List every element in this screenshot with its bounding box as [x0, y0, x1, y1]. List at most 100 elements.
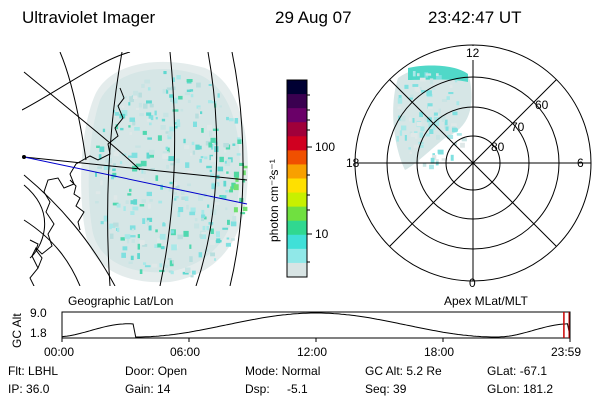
info-ip: IP: 36.0	[8, 382, 50, 396]
colorbar-cell	[287, 262, 307, 278]
image-pixel	[189, 211, 196, 216]
colorbar-cell	[287, 220, 307, 236]
image-pixel	[409, 151, 412, 155]
altitude-plot-frame	[61, 311, 571, 339]
image-pixel	[100, 221, 104, 225]
image-pixel	[210, 143, 214, 150]
image-pixel	[147, 137, 152, 140]
image-pixel	[176, 119, 180, 123]
image-pixel	[399, 130, 403, 136]
image-pixel	[100, 180, 103, 186]
image-pixel	[155, 229, 158, 233]
image-pixel	[174, 125, 178, 129]
image-pixel	[226, 237, 230, 240]
image-pixel	[217, 93, 220, 98]
image-pixel	[217, 166, 224, 172]
app-title: Ultraviolet Imager	[22, 8, 156, 27]
image-pixel	[168, 131, 173, 137]
image-pixel	[186, 89, 192, 92]
image-pixel	[165, 146, 169, 150]
image-pixel	[201, 232, 207, 235]
image-pixel	[165, 131, 171, 134]
image-pixel	[171, 244, 177, 251]
image-pixel	[169, 94, 174, 98]
image-pixel	[137, 234, 140, 239]
image-pixel	[176, 75, 181, 80]
image-pixel	[208, 142, 212, 148]
image-pixel	[129, 96, 134, 103]
image-pixel	[176, 122, 181, 127]
image-pixel	[209, 169, 212, 173]
image-pixel	[147, 87, 151, 91]
image-pixel	[98, 154, 102, 160]
image-pixel	[428, 122, 432, 128]
image-pixel	[96, 145, 100, 148]
image-pixel	[163, 71, 167, 75]
image-pixel	[166, 89, 169, 94]
image-pixel	[178, 95, 183, 100]
info-gc-alt: GC Alt: 5.2 Re	[365, 364, 442, 378]
image-pixel	[232, 215, 237, 222]
image-pixel	[185, 267, 191, 273]
image-pixel	[205, 140, 211, 146]
image-pixel	[461, 138, 467, 142]
image-pixel	[425, 73, 432, 76]
image-pixel	[140, 178, 144, 182]
image-pixel	[194, 218, 198, 222]
image-pixel	[224, 162, 231, 167]
image-pixel	[445, 126, 449, 131]
image-pixel	[132, 206, 139, 211]
image-pixel	[397, 97, 403, 104]
image-pixel	[99, 146, 105, 152]
image-pixel	[184, 145, 190, 150]
image-pixel	[190, 153, 193, 156]
image-pixel	[117, 227, 120, 233]
image-pixel	[433, 116, 440, 123]
auroral-image	[81, 61, 248, 283]
image-pixel	[452, 111, 458, 116]
image-pixel	[131, 152, 138, 158]
image-pixel	[396, 135, 399, 142]
image-pixel	[237, 139, 242, 144]
mlat-label-70: 70	[511, 120, 525, 134]
colorbar-unit-label: photon cm⁻²s⁻¹	[267, 159, 281, 242]
image-pixel	[441, 158, 448, 161]
image-pixel	[409, 117, 412, 122]
image-pixel	[134, 127, 140, 131]
image-pixel	[209, 130, 213, 137]
image-pixel	[148, 115, 154, 121]
polar-panel-label: Apex MLat/MLT	[444, 294, 528, 308]
image-pixel	[168, 156, 175, 161]
altitude-xtick-4: 23:59	[551, 345, 582, 359]
image-pixel	[435, 114, 439, 119]
image-pixel	[166, 87, 173, 91]
image-pixel	[432, 87, 436, 90]
image-pixel	[112, 172, 117, 178]
image-pixel	[113, 195, 118, 200]
image-pixel	[126, 238, 130, 244]
info-mode: Mode: Normal	[245, 364, 321, 378]
image-pixel	[170, 270, 174, 275]
image-pixel	[225, 242, 231, 247]
image-pixel	[430, 157, 435, 164]
image-pixel	[175, 185, 180, 189]
image-pixel	[130, 200, 136, 205]
image-pixel	[128, 102, 131, 106]
image-pixel	[242, 206, 248, 212]
image-pixel	[190, 275, 194, 278]
image-pixel	[163, 264, 169, 268]
image-pixel	[210, 156, 215, 162]
image-pixel	[210, 239, 216, 245]
colorbar-label-10: 10	[315, 227, 329, 241]
image-pixel	[142, 244, 148, 247]
image-pixel	[97, 166, 102, 169]
info-gain: Gain: 14	[125, 382, 171, 396]
image-pixel	[453, 142, 457, 146]
image-pixel	[239, 197, 244, 203]
image-pixel	[139, 240, 145, 246]
image-pixel	[127, 193, 132, 196]
image-pixel	[215, 240, 222, 243]
image-pixel	[115, 150, 119, 157]
image-pixel	[173, 191, 177, 195]
image-pixel	[433, 112, 438, 116]
